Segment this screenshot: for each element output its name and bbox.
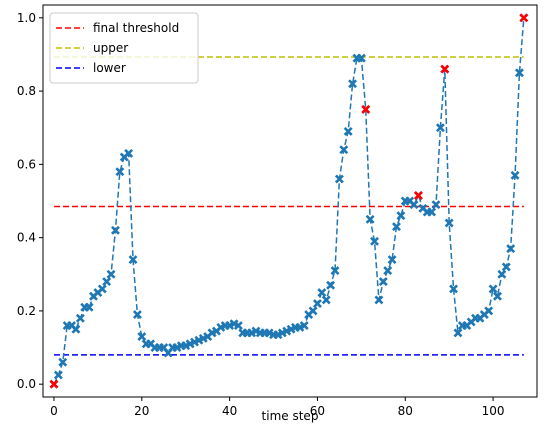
legend: final threshold upper lower <box>49 12 199 84</box>
legend-box <box>49 12 199 84</box>
data-point <box>409 200 419 210</box>
x-tick-label: 40 <box>222 404 237 418</box>
data-point <box>374 295 384 305</box>
data-point <box>233 321 243 331</box>
x-tick-label: 80 <box>398 404 413 418</box>
data-point <box>124 148 134 158</box>
highlight-point <box>49 379 59 389</box>
data-point <box>71 324 81 334</box>
highlight-group <box>49 13 529 389</box>
highlight-point <box>519 13 529 23</box>
data-point <box>97 284 107 294</box>
data-point <box>383 266 393 276</box>
data-point <box>115 167 125 177</box>
x-tick-label: 60 <box>310 404 325 418</box>
data-point <box>321 295 331 305</box>
y-tick-label: 0.8 <box>17 84 36 98</box>
data-point <box>396 211 406 221</box>
data-point <box>137 331 147 342</box>
legend-label-final-threshold: final threshold <box>93 21 179 35</box>
x-tick-label: 0 <box>50 404 58 418</box>
legend-label-upper: upper <box>93 41 128 55</box>
data-point <box>510 170 520 180</box>
data-point <box>356 53 366 63</box>
data-point <box>484 306 494 316</box>
data-point <box>317 288 327 298</box>
highlight-point <box>413 190 423 201</box>
data-point <box>348 79 358 89</box>
data-point <box>110 225 121 235</box>
data-point <box>514 68 524 78</box>
data-point <box>365 214 375 224</box>
data-point <box>453 328 463 338</box>
data-point <box>343 126 353 136</box>
data-point <box>501 262 511 272</box>
legend-label-lower: lower <box>93 61 126 75</box>
plot-frame <box>42 4 538 398</box>
data-point <box>334 174 344 184</box>
x-tick-label: 20 <box>134 404 149 418</box>
y-tick-label: 1.0 <box>17 11 36 25</box>
data-point <box>58 357 68 367</box>
data-point <box>106 269 116 279</box>
data-point <box>387 255 397 265</box>
data-point <box>369 236 380 246</box>
data-point <box>391 222 402 232</box>
y-tick-label: 0.6 <box>17 157 36 171</box>
y-axis-ticks: 0.0 0.2 0.4 0.6 0.8 1.0 <box>17 11 43 391</box>
data-point <box>53 370 63 380</box>
y-tick-label: 0.4 <box>17 231 36 245</box>
highlight-point <box>440 64 450 74</box>
data-point <box>431 200 441 210</box>
y-tick-label: 0.0 <box>17 377 36 391</box>
data-point <box>84 302 94 312</box>
data-point <box>492 291 503 301</box>
marker-group <box>49 13 529 389</box>
data-point <box>488 284 498 294</box>
data-point <box>326 280 336 290</box>
data-point <box>435 123 445 133</box>
data-point <box>308 306 318 316</box>
x-tick-label: 100 <box>482 404 505 418</box>
data-point <box>427 207 437 217</box>
data-point <box>378 277 388 287</box>
data-point <box>128 255 138 265</box>
x-axis-label: time step <box>262 409 319 423</box>
data-point <box>312 299 322 309</box>
data-point <box>506 244 516 254</box>
data-point <box>102 277 112 287</box>
data-point <box>132 310 142 320</box>
data-point <box>444 218 454 228</box>
data-point <box>330 266 340 276</box>
highlight-point <box>361 104 371 114</box>
data-point <box>497 269 507 279</box>
data-point <box>299 321 309 331</box>
y-tick-label: 0.2 <box>17 304 36 318</box>
data-point <box>75 313 85 323</box>
x-axis-ticks: 0 20 40 60 80 100 <box>50 397 505 418</box>
threshold-lines <box>53 56 524 356</box>
data-point <box>339 145 349 155</box>
data-point <box>449 284 459 294</box>
